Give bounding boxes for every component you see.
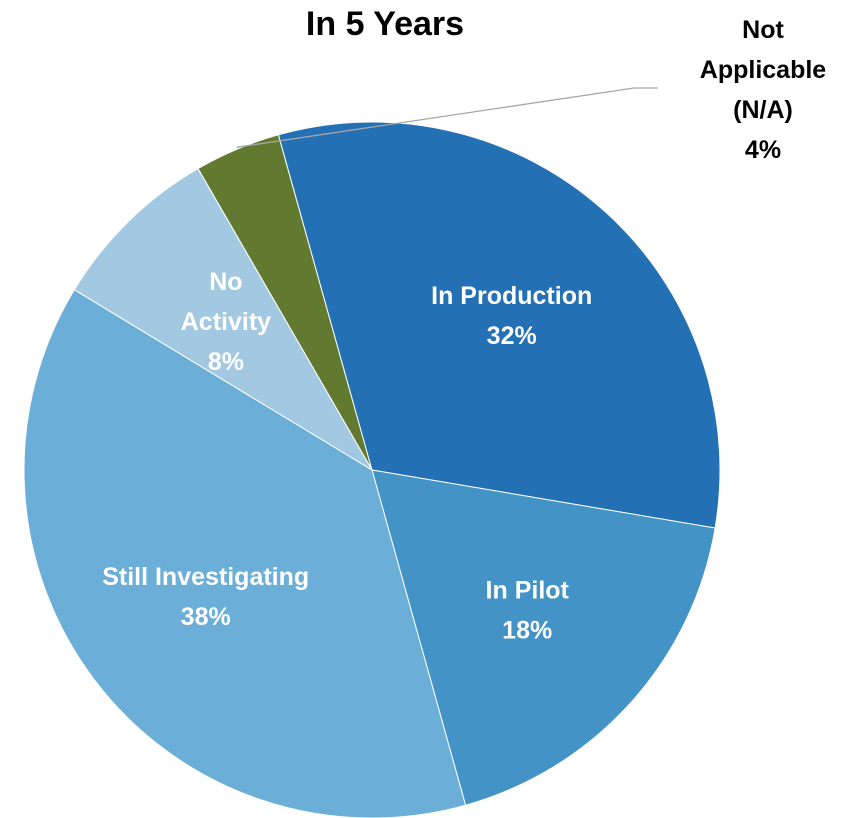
slice-label-no-activity: No Activity 8% [181, 268, 271, 376]
slice-labels: Not Applicable (N/A) 4% In Production 32% In P… [102, 16, 826, 645]
pie-slice-in-pilot [371, 469, 716, 806]
slice-label-in-production: In Production 32% [431, 282, 592, 350]
pie-slices [23, 121, 721, 818]
chart-title: In 5 Years [306, 5, 464, 43]
leader-line-not-applicable [236, 87, 658, 148]
slice-label-not-applicable: Not Applicable (N/A) 4% [700, 16, 827, 164]
pie-slice-no-activity [73, 167, 373, 471]
slice-label-still-investigating: Still Investigating 38% [102, 563, 309, 631]
pie-slice-still-investigating [23, 289, 467, 818]
pie-slice-in-production [277, 121, 721, 529]
slice-label-in-pilot: In Pilot 18% [486, 577, 570, 645]
